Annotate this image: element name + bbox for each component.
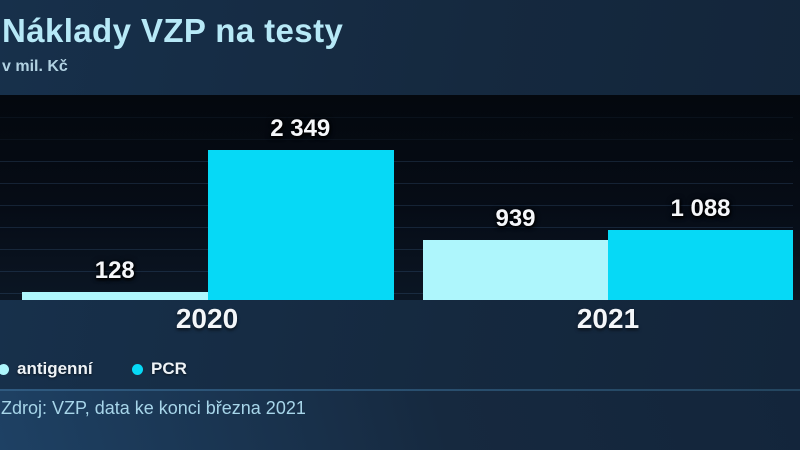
divider-line [0,389,800,391]
gridline [0,117,793,118]
x-axis-label-2020: 2020 [175,303,239,334]
chart-footer: Zdroj: VZP, data ke konci března 2021 [0,391,800,450]
legend-label-antigenni: antigenní [17,359,93,378]
gridline [0,249,793,250]
gridline [0,205,793,206]
gridline [0,139,793,140]
gridline [0,161,793,162]
value-label-2021-antigenní: 939 [495,205,536,232]
gridline [0,183,793,184]
legend-item-pcr: PCR [132,359,187,379]
antigen-legend-dot-icon [0,363,9,375]
x-axis-label-2021: 2021 [576,303,640,334]
gridline [0,271,793,272]
legend-label-pcr: PCR [151,359,187,378]
bar-2021-antigenní [423,240,608,300]
chart-unit-label: v mil. Kč [2,58,68,75]
value-label-2021-PCR: 1 088 [670,195,731,222]
gridline [0,227,793,228]
chart-title: Náklady VZP na testy [2,12,344,49]
value-label-2020-PCR: 2 349 [270,115,331,142]
source-note: Zdroj: VZP, data ke konci března 2021 [1,398,306,418]
bar-2020-antigenní [22,292,208,300]
x-axis-band: 2020 2021 antigenní PCR [0,300,800,389]
legend: antigenní PCR [0,359,800,381]
bar-2021-PCR [608,230,793,300]
bar-2020-PCR [207,150,394,300]
value-label-2020-antigenní: 128 [94,257,135,284]
legend-item-antigenni: antigenní [0,359,93,379]
plot-area: 128 2 349 939 1 088 [0,95,800,300]
chart-header: Náklady VZP na testy v mil. Kč [0,0,800,95]
gridline [0,293,793,294]
pcr-legend-dot-icon [132,363,143,375]
